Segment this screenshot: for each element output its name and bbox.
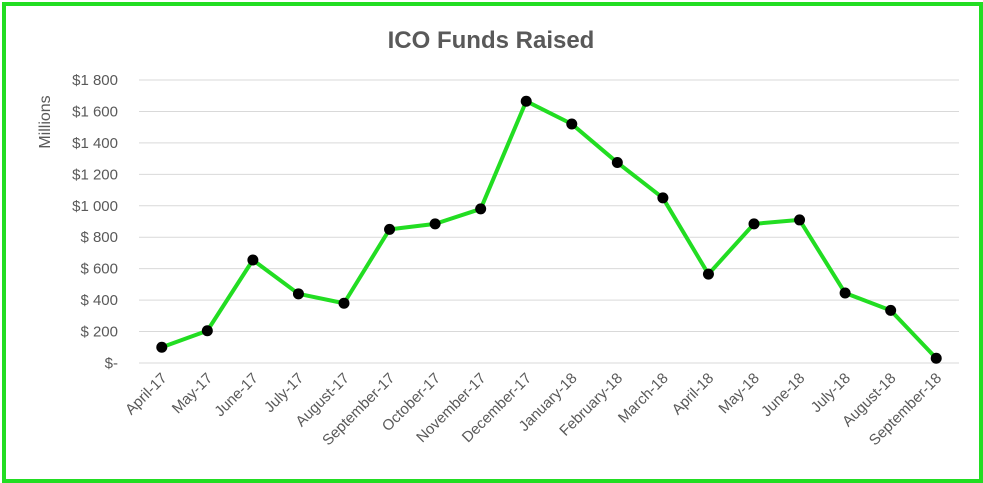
chart-title: ICO Funds Raised [388, 27, 595, 54]
data-point [702, 268, 714, 280]
x-tick-label: April-18 [669, 370, 718, 419]
data-point [611, 157, 623, 169]
y-tick-label: $ 800 [80, 229, 118, 246]
data-point [839, 287, 851, 299]
data-point [930, 352, 942, 364]
data-point [657, 192, 669, 204]
y-axis-label: Millions [37, 95, 54, 148]
data-point [885, 304, 897, 316]
x-tick-label: March-18 [615, 370, 672, 427]
data-point [429, 218, 441, 230]
y-tick-labels: $- $ 200 $ 400 $ 600 $ 800 $1 000 $1 200 $1 400… [72, 72, 118, 372]
y-tick-label: $ 600 [80, 261, 118, 278]
x-tick-label: May-17 [169, 370, 216, 417]
series-line [159, 99, 939, 361]
gridlines [139, 79, 959, 364]
data-point [748, 218, 760, 230]
y-tick-label: $1 000 [72, 198, 118, 215]
y-tick-label: $1 200 [72, 166, 118, 183]
y-tick-label: $1 400 [72, 135, 118, 152]
data-point [201, 325, 213, 337]
y-tick-label: $1 600 [72, 103, 118, 120]
x-tick-label: May-18 [715, 370, 762, 417]
x-tick-label: June-17 [211, 370, 261, 420]
y-tick-label: $ 200 [80, 324, 118, 341]
x-tick-label: June-18 [758, 370, 808, 420]
data-markers [156, 95, 942, 364]
data-point [247, 254, 259, 266]
y-tick-label: $1 800 [72, 72, 118, 89]
data-point [292, 288, 304, 300]
data-point [566, 118, 578, 130]
data-point [794, 214, 806, 226]
x-tick-label: April-17 [122, 370, 171, 419]
data-point [520, 95, 532, 107]
data-point [475, 203, 487, 215]
y-tick-label: $ 400 [80, 292, 118, 309]
data-point [338, 297, 350, 309]
data-point [384, 223, 396, 235]
y-tick-label: $- [105, 355, 118, 372]
data-point [156, 341, 168, 353]
